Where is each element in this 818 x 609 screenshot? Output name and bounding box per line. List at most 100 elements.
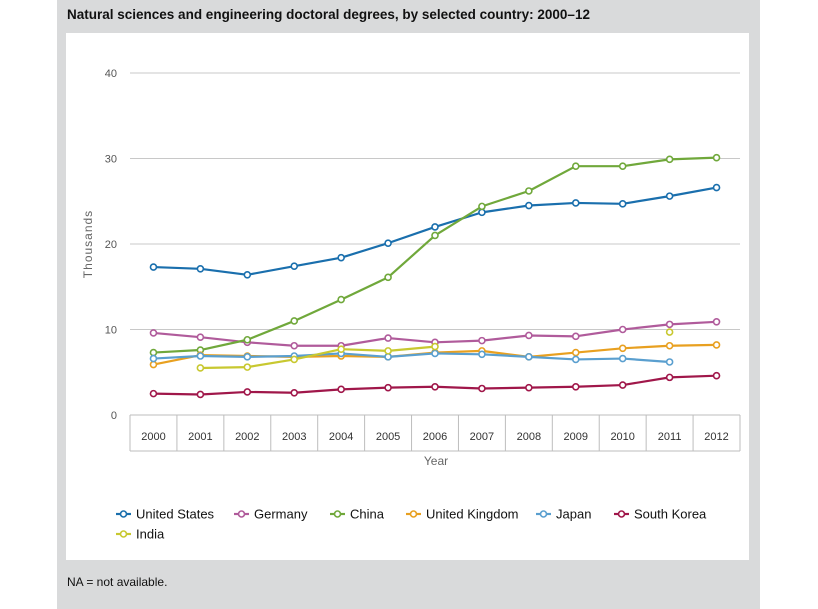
series-line bbox=[153, 186, 717, 276]
data-point bbox=[431, 342, 439, 351]
legend-swatch-marker bbox=[409, 510, 418, 518]
data-point bbox=[712, 341, 721, 349]
data-point bbox=[243, 335, 252, 344]
data-point bbox=[525, 353, 533, 361]
data-point bbox=[525, 331, 533, 340]
y-axis-title: Thousands bbox=[81, 210, 95, 278]
x-tick-label: 2005 bbox=[376, 431, 400, 443]
series-japan bbox=[149, 349, 674, 366]
legend-swatch-marker bbox=[539, 510, 548, 518]
data-point bbox=[478, 208, 486, 217]
data-point bbox=[384, 239, 392, 247]
legend-item-united-kingdom: United Kingdom bbox=[406, 507, 519, 522]
data-point bbox=[290, 388, 299, 397]
data-point bbox=[290, 355, 299, 364]
legend-swatch-marker bbox=[237, 510, 246, 518]
data-point bbox=[618, 344, 627, 353]
data-point bbox=[149, 389, 158, 398]
data-point bbox=[525, 383, 533, 392]
data-point bbox=[618, 325, 627, 334]
data-point bbox=[290, 262, 299, 271]
data-point bbox=[665, 320, 674, 329]
legend-label: Japan bbox=[556, 507, 591, 522]
chart-panel bbox=[66, 33, 749, 560]
legend-swatch-marker bbox=[333, 510, 342, 518]
data-point bbox=[665, 373, 674, 382]
data-point bbox=[571, 332, 580, 341]
data-point bbox=[571, 355, 580, 364]
data-point bbox=[571, 199, 580, 207]
data-point bbox=[243, 388, 252, 396]
x-tick-label: 2011 bbox=[658, 431, 682, 443]
data-point bbox=[431, 382, 439, 391]
x-tick-label: 2009 bbox=[564, 431, 588, 443]
data-point bbox=[149, 360, 158, 369]
data-point bbox=[384, 353, 392, 361]
data-point bbox=[618, 354, 627, 363]
data-point bbox=[384, 334, 392, 342]
data-point bbox=[337, 345, 345, 353]
data-point bbox=[196, 333, 205, 341]
series-united-states bbox=[149, 183, 721, 279]
legend-item-india: India bbox=[116, 527, 165, 542]
data-point bbox=[149, 348, 158, 357]
data-point bbox=[431, 223, 439, 231]
legend-label: South Korea bbox=[634, 507, 707, 522]
series-line bbox=[200, 345, 436, 370]
data-point bbox=[478, 350, 486, 359]
legend-item-united-states: United States bbox=[116, 507, 215, 522]
data-point bbox=[431, 231, 439, 240]
data-point bbox=[571, 382, 580, 391]
data-point bbox=[196, 352, 205, 360]
legend-label: United States bbox=[136, 507, 215, 522]
legend-label: India bbox=[136, 527, 165, 542]
legend-swatch-marker bbox=[617, 510, 626, 518]
data-point bbox=[478, 336, 486, 345]
x-tick-label: 2003 bbox=[282, 431, 306, 443]
data-point bbox=[384, 273, 392, 282]
x-tick-label: 2006 bbox=[423, 431, 447, 443]
legend-item-japan: Japan bbox=[536, 507, 591, 522]
data-point bbox=[384, 347, 392, 355]
data-point bbox=[665, 192, 674, 200]
legend-swatch-marker bbox=[119, 530, 128, 538]
data-point bbox=[149, 263, 158, 271]
series-line bbox=[153, 156, 717, 354]
data-point bbox=[337, 253, 345, 262]
x-tick-label: 2012 bbox=[704, 431, 728, 443]
series-india bbox=[196, 328, 674, 372]
x-tick-label: 2008 bbox=[517, 431, 541, 443]
data-point bbox=[618, 381, 627, 389]
data-point bbox=[337, 385, 345, 394]
chart-title: Natural sciences and engineering doctora… bbox=[67, 7, 590, 22]
data-point bbox=[478, 202, 486, 211]
data-point bbox=[243, 363, 252, 371]
x-tick-label: 2000 bbox=[141, 431, 165, 443]
legend-swatch-marker bbox=[119, 510, 128, 518]
data-point bbox=[290, 317, 299, 325]
data-point bbox=[243, 270, 252, 279]
y-tick-label: 10 bbox=[105, 325, 117, 337]
data-point bbox=[431, 349, 439, 358]
y-tick-label: 20 bbox=[105, 239, 117, 251]
y-tick-label: 30 bbox=[105, 154, 117, 166]
footnote: NA = not available. bbox=[67, 575, 168, 589]
data-point bbox=[665, 341, 674, 350]
data-point bbox=[525, 187, 533, 195]
data-point bbox=[337, 295, 345, 304]
data-point bbox=[712, 183, 721, 192]
data-point bbox=[712, 318, 721, 326]
legend-label: China bbox=[350, 507, 385, 522]
data-point bbox=[525, 201, 533, 210]
data-point bbox=[618, 162, 627, 170]
series-south-korea bbox=[149, 371, 721, 399]
x-tick-label: 2001 bbox=[188, 431, 212, 443]
data-point bbox=[712, 371, 721, 380]
data-point bbox=[665, 328, 674, 336]
x-tick-label: 2002 bbox=[235, 431, 259, 443]
data-point bbox=[384, 383, 392, 392]
x-tick-label: 2007 bbox=[470, 431, 494, 443]
data-point bbox=[478, 384, 486, 393]
data-point bbox=[618, 200, 627, 208]
